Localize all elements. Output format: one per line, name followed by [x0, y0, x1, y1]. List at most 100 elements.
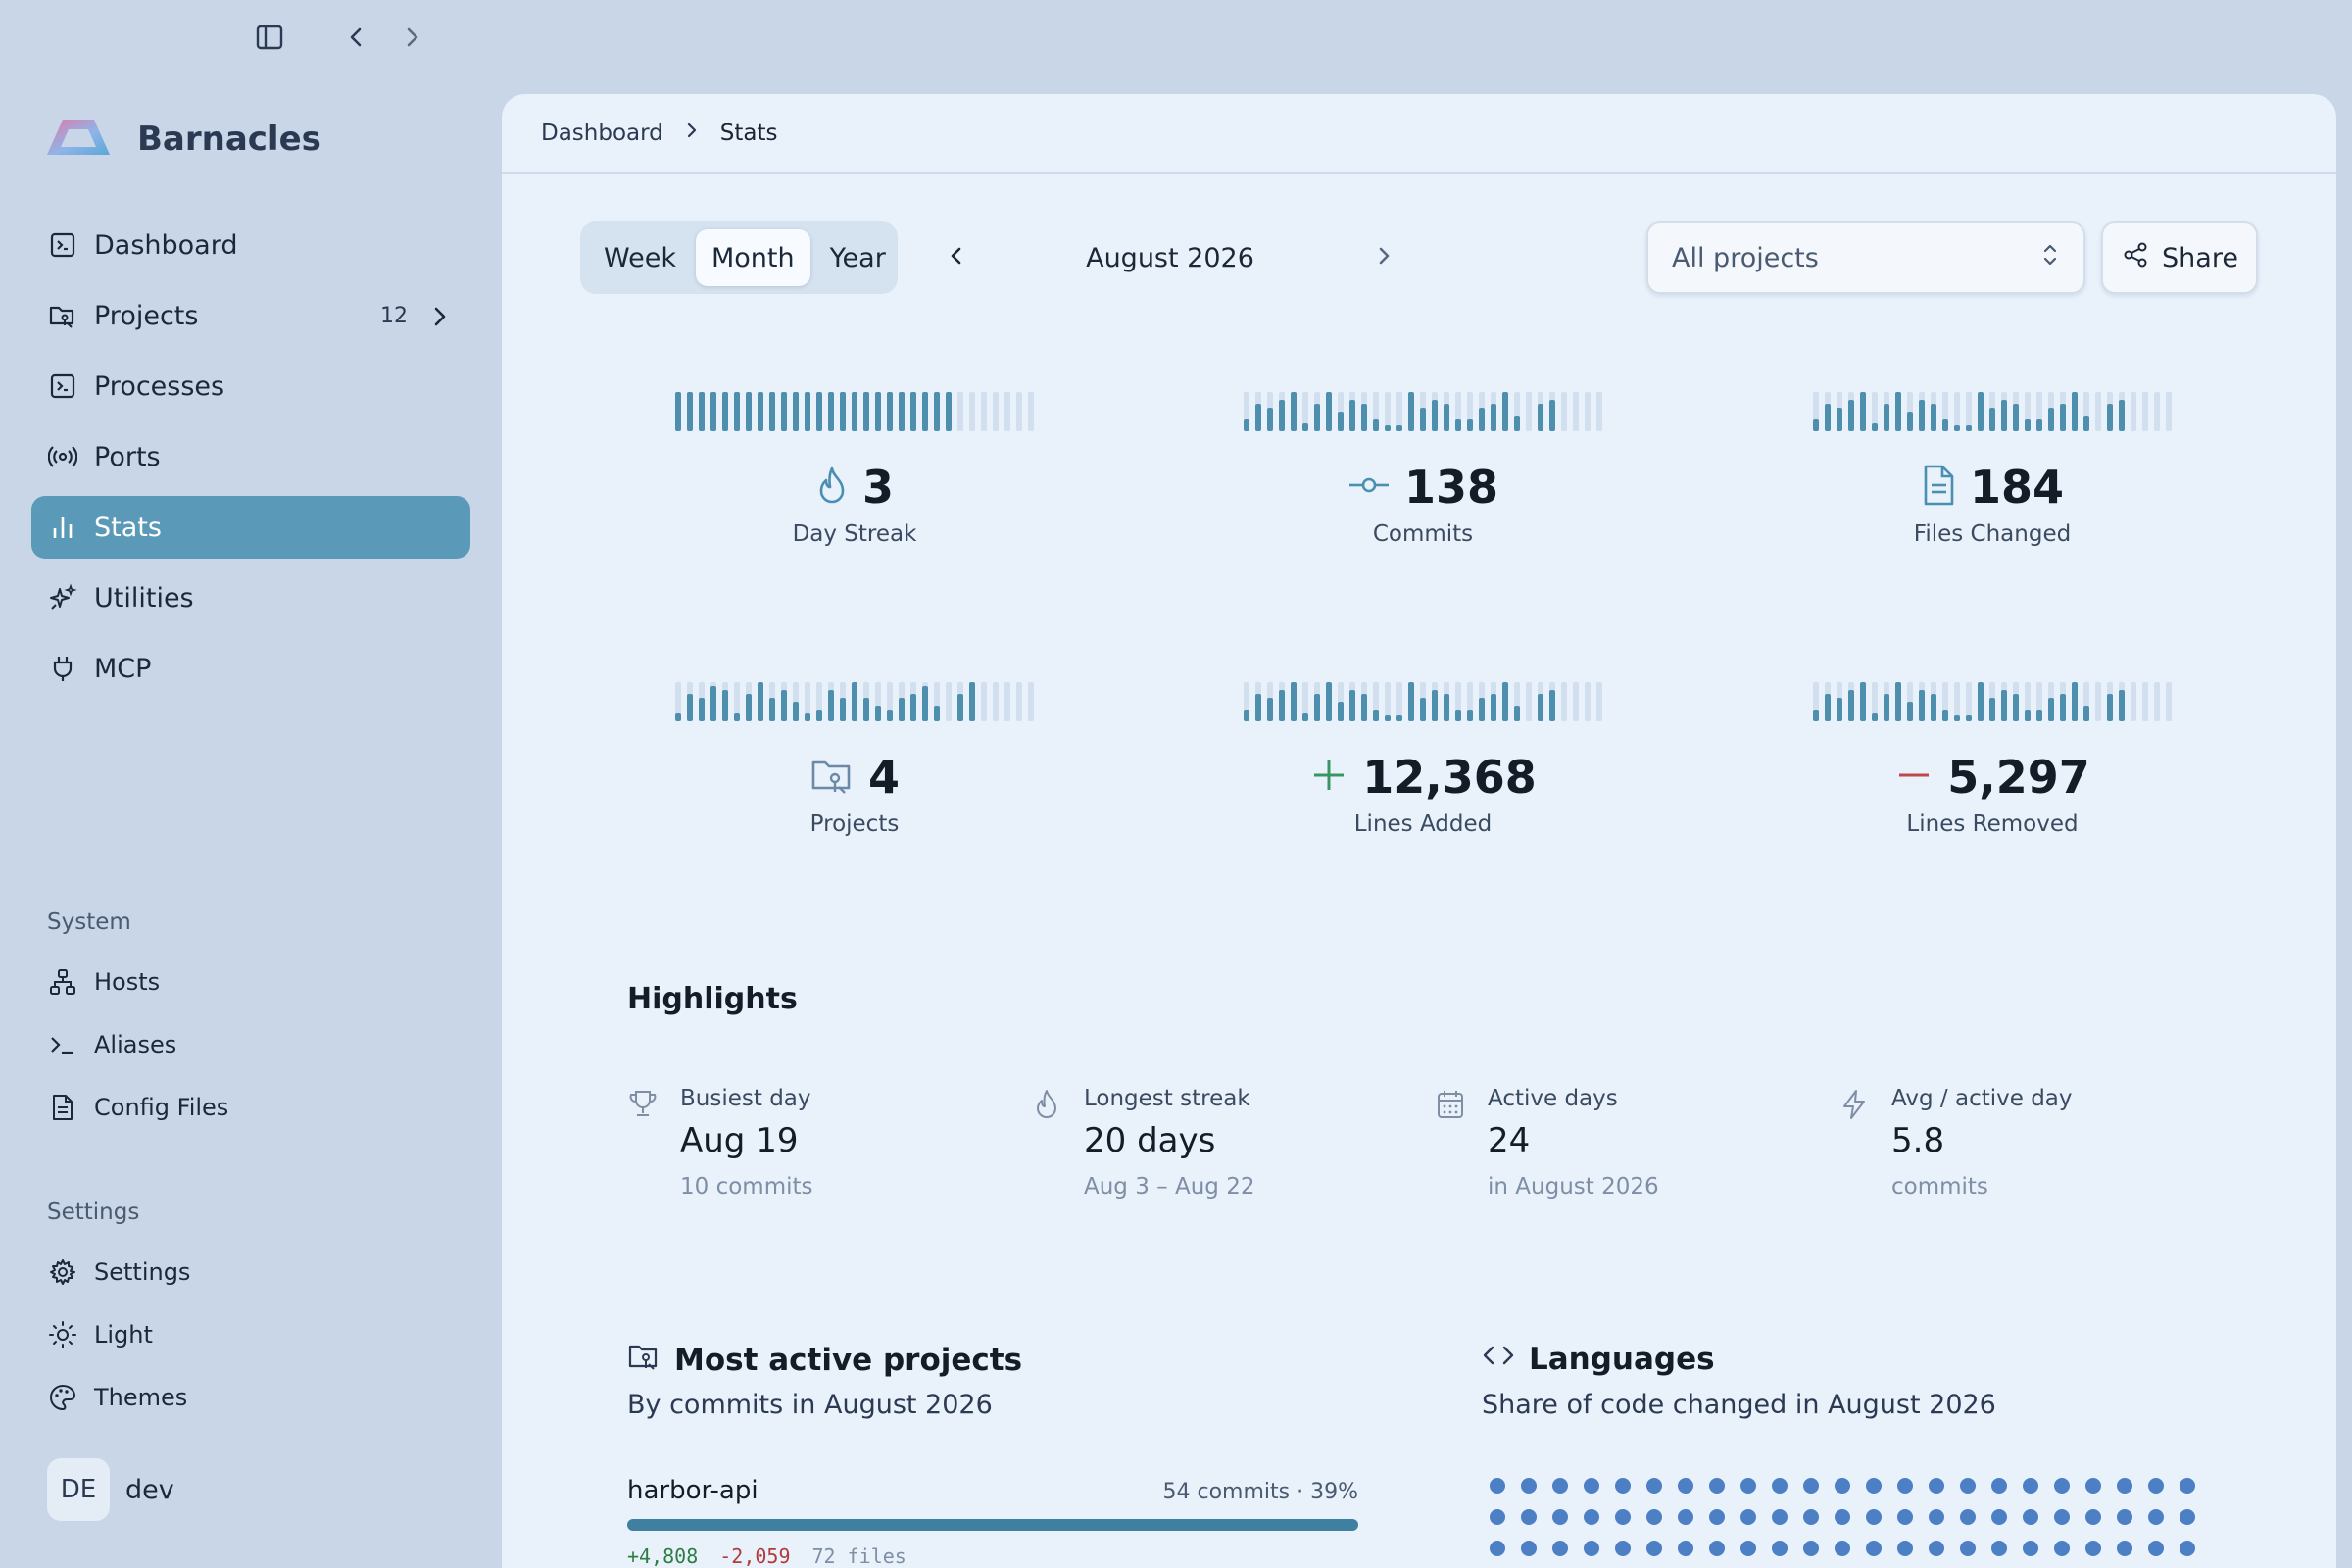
sparkline-track: [1396, 682, 1402, 721]
gear-icon: [47, 1256, 78, 1288]
period-week-button[interactable]: Week: [604, 242, 676, 273]
language-dot: [1772, 1478, 1788, 1494]
period-year-button[interactable]: Year: [829, 242, 886, 273]
commits-activity-sparkline: [1244, 392, 1602, 431]
forward-icon[interactable]: [400, 23, 423, 52]
sparkline-bar: [1444, 404, 1449, 431]
avatar: DE: [47, 1458, 110, 1521]
plus-icon: [1309, 756, 1348, 799]
sidebar-item-hosts[interactable]: Hosts: [47, 951, 459, 1013]
sparkline-track: [2154, 392, 2160, 431]
sidebar-item-label: Settings: [94, 1258, 191, 1286]
sparkline-bar: [2107, 404, 2113, 431]
language-dot: [1929, 1478, 1944, 1494]
period-segmented-control: Week Month Year: [580, 221, 898, 294]
sparkline-track: [1302, 392, 1308, 431]
languages-dot-grid: [1490, 1478, 2195, 1556]
stat-card-projects: 4 Projects: [600, 680, 1109, 906]
language-dot: [1991, 1541, 2007, 1556]
highlight-label: Active days: [1488, 1086, 1618, 1111]
language-dot: [2054, 1478, 2070, 1494]
sparkline-track: [1526, 392, 1532, 431]
sparkline-bar: [2072, 392, 2078, 431]
language-dot: [1521, 1541, 1537, 1556]
sparkline-bar: [1966, 425, 1972, 431]
sparkline-bar: [852, 682, 858, 721]
sparkline-bar: [746, 694, 752, 721]
language-dot: [1897, 1509, 1913, 1525]
sidebar-item-light[interactable]: Light: [47, 1303, 459, 1366]
sparkline-bar: [1291, 392, 1297, 431]
language-dot: [1803, 1509, 1819, 1525]
sparkline-track: [1028, 392, 1034, 431]
highlight-value: 5.8: [1891, 1121, 1945, 1160]
language-dot: [1740, 1541, 1756, 1556]
sparkline-track: [2142, 392, 2148, 431]
stats-controls: Week Month Year August 2026 All projects…: [580, 221, 2258, 294]
back-icon[interactable]: [345, 23, 368, 52]
sparkline-track: [2154, 682, 2160, 721]
sidebar-item-mcp[interactable]: MCP: [31, 637, 470, 700]
project-meta: 54 commits · 39%: [1162, 1480, 1359, 1504]
sparkline-track: [946, 682, 952, 721]
stat-value: 12,368: [1362, 751, 1537, 804]
prompt-icon: [47, 1029, 78, 1060]
language-dot: [2180, 1541, 2195, 1556]
sidebar-item-dashboard[interactable]: Dashboard: [31, 214, 470, 276]
sparkline-bar: [734, 392, 740, 431]
sparkline-bar: [1373, 419, 1379, 431]
period-month-button[interactable]: Month: [695, 229, 810, 286]
highlight-label: Busiest day: [680, 1086, 811, 1111]
list-item[interactable]: harbor-api 54 commits · 39% +4,808 -2,05…: [627, 1476, 1358, 1568]
sparkline-bar: [1813, 710, 1819, 721]
sparkline-bar: [1514, 706, 1520, 721]
next-month-icon[interactable]: [1372, 242, 1396, 273]
sparkline-bar: [1420, 408, 1426, 431]
stat-card-lines-added: 12,368 Lines Added: [1168, 680, 1678, 906]
sparkline-bar: [1467, 710, 1473, 721]
language-dot: [1991, 1478, 2007, 1494]
language-dot: [2054, 1509, 2070, 1525]
language-dot: [1490, 1509, 1505, 1525]
sparkline-bar: [899, 698, 905, 721]
highlight-label: Avg / active day: [1891, 1086, 2073, 1111]
sidebar-item-ports[interactable]: Ports: [31, 425, 470, 488]
language-dot: [2148, 1478, 2164, 1494]
language-dot: [2085, 1541, 2101, 1556]
settings-section-label: Settings: [47, 1200, 140, 1225]
sidebar-item-settings[interactable]: Settings: [47, 1241, 459, 1303]
sparkline-bar: [699, 698, 705, 721]
sidebar-item-stats[interactable]: Stats: [31, 496, 470, 559]
user-menu[interactable]: DE dev: [47, 1458, 174, 1521]
sidebar-item-config-files[interactable]: Config Files: [47, 1076, 459, 1139]
sparkline-track: [957, 392, 963, 431]
share-button[interactable]: Share: [2101, 221, 2258, 294]
sparkline-bar: [816, 392, 822, 431]
chevron-right-icon: [429, 304, 451, 336]
sidebar-item-processes[interactable]: Processes: [31, 355, 470, 417]
sidebar-item-projects[interactable]: Projects 12: [31, 284, 470, 347]
sparkline-bar: [1942, 419, 1948, 431]
sparkline-bar: [805, 392, 810, 431]
sidebar-item-themes[interactable]: Themes: [47, 1366, 459, 1429]
previous-month-icon[interactable]: [945, 242, 968, 273]
language-dot: [1678, 1541, 1693, 1556]
sparkline-bar: [1491, 404, 1496, 431]
sparkline-bar: [1919, 690, 1925, 721]
sparkline-track: [2166, 682, 2172, 721]
project-filter-select[interactable]: All projects: [1646, 221, 2085, 294]
sparkline-bar: [1314, 694, 1320, 721]
sparkline-track: [1385, 392, 1391, 431]
sparkline-bar: [769, 392, 775, 431]
sidebar-toggle-icon[interactable]: [255, 23, 284, 52]
sparkline-bar: [934, 706, 940, 721]
sparkline-bar: [1279, 400, 1285, 431]
language-dot: [1929, 1541, 1944, 1556]
sparkline-bar: [1989, 408, 1995, 431]
language-dot: [1897, 1541, 1913, 1556]
folder-git-icon: [809, 755, 855, 800]
sparkline-bar: [793, 392, 799, 431]
breadcrumb-dashboard-link[interactable]: Dashboard: [541, 121, 663, 146]
sidebar-item-aliases[interactable]: Aliases: [47, 1013, 459, 1076]
sidebar-item-utilities[interactable]: Utilities: [31, 566, 470, 629]
